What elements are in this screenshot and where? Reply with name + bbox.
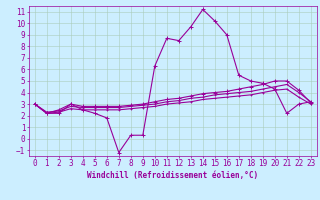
X-axis label: Windchill (Refroidissement éolien,°C): Windchill (Refroidissement éolien,°C)	[87, 171, 258, 180]
